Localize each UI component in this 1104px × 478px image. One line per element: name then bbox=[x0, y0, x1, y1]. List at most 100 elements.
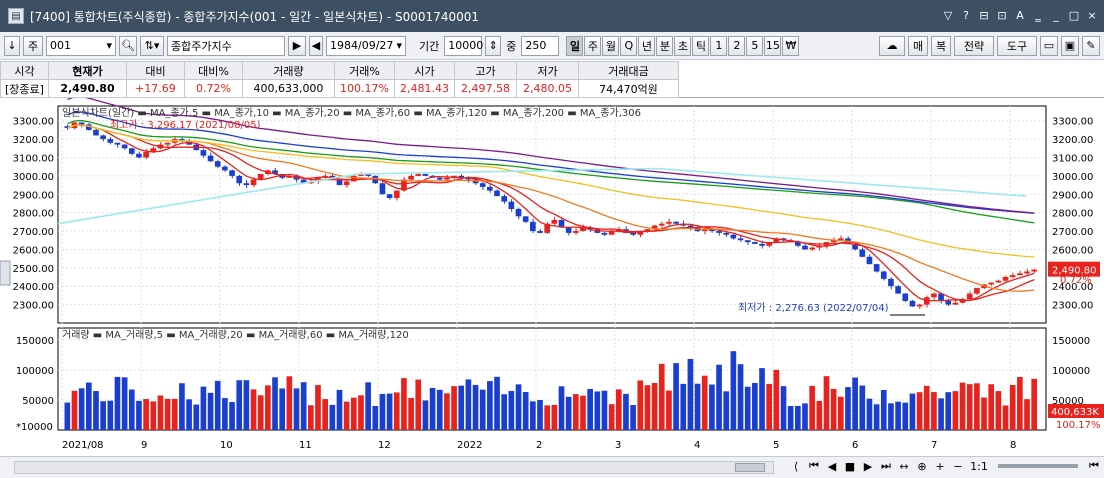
volume-bar bbox=[315, 385, 321, 430]
scroll-left-icon[interactable]: ⟨ bbox=[793, 459, 799, 473]
menu-icon[interactable]: ▽ bbox=[943, 9, 953, 22]
volume-bar bbox=[952, 391, 959, 430]
candle bbox=[107, 139, 114, 143]
scroll-track[interactable] bbox=[14, 461, 774, 474]
period-button-12[interactable]: ₩ bbox=[782, 35, 800, 56]
price-tick-right: 2600.00 bbox=[1052, 245, 1093, 256]
candle bbox=[272, 170, 278, 175]
chevron-down-icon[interactable]: ▾ bbox=[106, 39, 112, 52]
volume-bar bbox=[687, 358, 694, 430]
candle bbox=[988, 282, 995, 285]
chart-area[interactable]: 3300.00 3300.00 3200.00 3200.00 3100.00 3100.… bbox=[0, 96, 1104, 456]
tools-button[interactable]: 도구 bbox=[997, 35, 1037, 56]
volume-bar bbox=[64, 402, 71, 430]
zoom-out-icon[interactable]: − bbox=[953, 459, 963, 473]
volume-bar bbox=[408, 397, 414, 430]
zoom-slider[interactable] bbox=[998, 464, 1078, 468]
settings-icon[interactable]: ✎ bbox=[1082, 35, 1100, 56]
close-icon[interactable]: × bbox=[1087, 9, 1097, 22]
count-input[interactable]: 250 bbox=[521, 35, 560, 56]
quote-header: 현재가 bbox=[47, 61, 127, 80]
play-left-icon[interactable]: ◀ bbox=[827, 459, 837, 473]
period-button-9[interactable]: 2 bbox=[728, 35, 746, 56]
date-input[interactable]: 1984/09/27 ▾ bbox=[326, 35, 406, 56]
candle bbox=[100, 135, 106, 140]
volume-unit-label: *10000 bbox=[16, 422, 53, 433]
volume-bar bbox=[393, 392, 400, 430]
x-tick-label: 9 bbox=[141, 440, 147, 451]
folder-icon[interactable]: ▭ bbox=[1040, 35, 1058, 56]
volume-bar bbox=[250, 389, 257, 430]
volume-bar bbox=[171, 398, 178, 430]
candle bbox=[931, 293, 937, 298]
strategy-button[interactable]: 전략 bbox=[954, 35, 994, 56]
volume-bar bbox=[286, 376, 293, 430]
chart-scrollbar[interactable]: ⟨ ⏮ ◀ ■ ▶ ⏭ ↔ ⊕ + − 1:1 ⏮ ⏭ ✎ ☰ bbox=[0, 456, 1104, 478]
period-button-2[interactable]: 월 bbox=[602, 35, 620, 56]
font-icon[interactable]: A bbox=[1016, 9, 1024, 22]
volume-bar bbox=[923, 385, 930, 430]
candle bbox=[257, 174, 264, 180]
ma-line-306 bbox=[67, 96, 1035, 214]
search-icon[interactable]: 🔍︎ bbox=[119, 35, 137, 56]
zoom-in-icon[interactable]: + bbox=[935, 459, 945, 473]
volume-bar bbox=[580, 395, 586, 430]
price-tick-left: 2300.00 bbox=[13, 301, 54, 312]
period-input[interactable]: 10000 bbox=[444, 35, 483, 56]
spin-icon[interactable]: ⇕ bbox=[485, 35, 502, 56]
candle bbox=[737, 238, 744, 241]
maximize-icon[interactable]: □ bbox=[1068, 9, 1080, 22]
first-icon[interactable]: ⏮ bbox=[809, 459, 819, 472]
price-pane bbox=[57, 105, 1047, 324]
order-arrow-icon[interactable]: ↓ bbox=[4, 35, 20, 56]
zoom-area-icon[interactable]: ⊕ bbox=[917, 459, 927, 473]
save-icon[interactable]: ▣ bbox=[1061, 35, 1079, 56]
last-icon[interactable]: ⏭ bbox=[881, 459, 891, 472]
prev-button[interactable]: ◀ bbox=[309, 35, 323, 56]
play-right-icon[interactable]: ▶ bbox=[863, 459, 873, 473]
cloud-icon[interactable]: ☁ bbox=[879, 35, 905, 56]
help-icon[interactable]: ? bbox=[963, 9, 969, 22]
price-tick-left: 3100.00 bbox=[13, 153, 54, 164]
minimize-icon[interactable]: _ bbox=[1053, 9, 1059, 22]
code-input[interactable]: 001 ▾ bbox=[46, 35, 116, 56]
next-button[interactable]: ▶ bbox=[288, 35, 306, 56]
last-volume-box bbox=[1048, 404, 1104, 418]
fit-icon[interactable]: ↔ bbox=[899, 459, 909, 473]
begin-icon[interactable]: ⏮ bbox=[1089, 459, 1099, 472]
calendar-dropdown-icon[interactable]: ▾ bbox=[396, 39, 402, 52]
period-button-6[interactable]: 초 bbox=[674, 35, 692, 56]
market-type-button[interactable]: 주 bbox=[23, 35, 43, 56]
period-button-8[interactable]: 1 bbox=[710, 35, 728, 56]
volume-bar bbox=[837, 396, 844, 430]
stop-icon[interactable]: ■ bbox=[844, 459, 856, 473]
ma-line-20 bbox=[67, 124, 1035, 292]
period-button-3[interactable]: Q bbox=[620, 35, 638, 56]
quote-amount: 74,470억원 bbox=[577, 79, 679, 98]
tile-icon[interactable]: ⊡ bbox=[997, 9, 1007, 22]
volume-bar bbox=[572, 394, 579, 430]
pin-icon[interactable]: ‗ bbox=[1035, 9, 1041, 22]
period-button-1[interactable]: 주 bbox=[584, 35, 602, 56]
volume-bar bbox=[966, 384, 973, 430]
trade-button[interactable]: 매 bbox=[908, 35, 928, 56]
volume-bar bbox=[136, 400, 142, 430]
layout-icon[interactable]: ⊟ bbox=[979, 9, 989, 22]
candle bbox=[866, 256, 873, 265]
period-button-11[interactable]: 15 bbox=[764, 35, 782, 56]
scroll-thumb[interactable] bbox=[735, 463, 765, 472]
candle bbox=[422, 174, 429, 176]
sort-icon[interactable]: ⇅▾ bbox=[140, 35, 164, 56]
period-button-5[interactable]: 분 bbox=[656, 35, 674, 56]
price-tick-left: 2700.00 bbox=[13, 227, 54, 238]
period-button-10[interactable]: 5 bbox=[746, 35, 764, 56]
period-button-0[interactable]: 일 bbox=[566, 35, 584, 56]
volume-bar bbox=[107, 400, 114, 430]
candle bbox=[809, 247, 815, 250]
candle bbox=[644, 229, 651, 232]
period-button-4[interactable]: 년 bbox=[638, 35, 656, 56]
period-button-7[interactable]: 틱 bbox=[692, 35, 710, 56]
restore-button[interactable]: 복 bbox=[931, 35, 951, 56]
volume-bar bbox=[214, 380, 221, 430]
